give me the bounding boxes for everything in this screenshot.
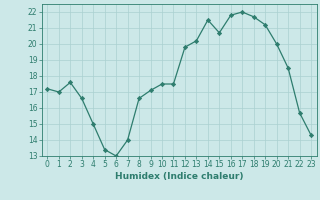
X-axis label: Humidex (Indice chaleur): Humidex (Indice chaleur) (115, 172, 244, 181)
